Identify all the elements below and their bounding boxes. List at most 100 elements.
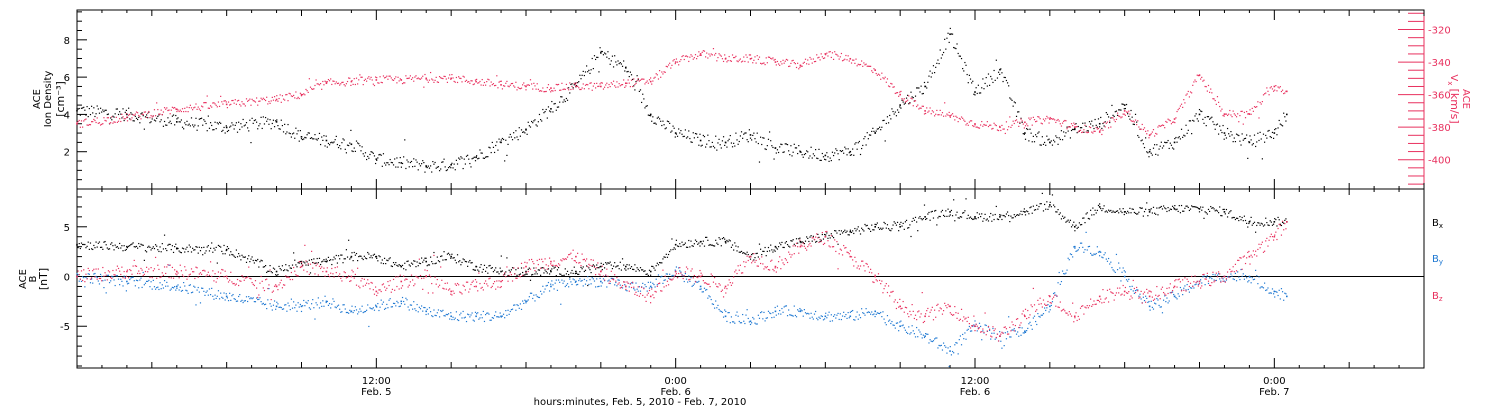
bx-sample	[227, 246, 228, 247]
by-sample	[1120, 280, 1121, 281]
by-sample	[745, 315, 746, 316]
bx-sample	[134, 246, 135, 247]
bx-sample	[437, 256, 438, 257]
ion-density-sample	[1243, 140, 1244, 141]
bx-sample	[357, 260, 358, 261]
ion-density-sample	[568, 87, 569, 88]
vx-sample	[189, 107, 190, 108]
ion-density-sample	[539, 114, 540, 115]
by-sample	[1090, 253, 1091, 254]
bx-sample	[978, 217, 979, 218]
by-sample	[889, 319, 890, 320]
ion-density-sample	[295, 128, 296, 129]
vx-sample	[967, 123, 968, 124]
by-sample	[1230, 273, 1231, 274]
bz-sample	[153, 270, 154, 271]
bx-sample	[360, 256, 361, 257]
by-sample	[244, 300, 245, 301]
bz-point	[625, 286, 627, 288]
by-sample	[1207, 275, 1208, 276]
vx-sample	[341, 82, 342, 83]
by-sample	[667, 273, 668, 274]
ion-density-sample	[404, 139, 405, 140]
vx-sample	[671, 65, 672, 66]
vx-sample	[833, 59, 834, 60]
ion-density-sample	[693, 132, 694, 133]
vx-sample	[1061, 125, 1062, 126]
bz-sample	[198, 277, 199, 278]
by-sample	[1063, 273, 1064, 274]
vx-sample	[753, 60, 754, 61]
ion-density-sample	[405, 168, 406, 169]
vx-sample	[440, 77, 441, 78]
bx-sample	[481, 264, 482, 265]
by-sample	[1062, 270, 1063, 271]
bx-sample	[254, 262, 255, 263]
vx-sample	[797, 63, 798, 64]
bx-point	[500, 271, 502, 273]
bx-sample	[777, 248, 778, 249]
vx-point	[1274, 86, 1276, 88]
bx-sample	[137, 248, 138, 249]
vx-sample	[265, 100, 266, 101]
ion-density-sample	[1165, 142, 1166, 143]
ion-density-sample	[1080, 127, 1081, 128]
vx-sample	[423, 87, 424, 88]
bx-sample	[585, 270, 586, 271]
ion-density-sample	[837, 153, 838, 154]
ion-density-sample	[1099, 126, 1100, 127]
by-sample	[1155, 303, 1156, 304]
bx-sample	[459, 260, 460, 261]
by-sample	[345, 308, 346, 309]
vx-sample	[924, 113, 925, 114]
vx-sample	[926, 107, 927, 108]
vx-sample	[931, 113, 932, 114]
by-sample	[320, 302, 321, 303]
vx-sample	[1015, 120, 1016, 121]
vx-sample	[349, 78, 350, 79]
ion-density-sample	[747, 139, 748, 140]
bz-sample	[176, 274, 177, 275]
ion-density-sample	[718, 139, 719, 140]
by-sample	[583, 285, 584, 286]
vx-sample	[1267, 91, 1268, 92]
ion-density-sample	[641, 102, 642, 103]
bz-sample	[181, 270, 182, 271]
x-tick-label-date: Feb. 7	[1259, 387, 1289, 398]
by-sample	[173, 287, 174, 288]
ion-density-sample	[1066, 127, 1067, 128]
by-sample	[153, 280, 154, 281]
bx-sample	[769, 250, 770, 251]
bx-sample	[579, 271, 580, 272]
vx-sample	[602, 82, 603, 83]
by-sample	[1219, 278, 1220, 279]
bz-sample	[144, 274, 145, 275]
vx-sample	[528, 84, 529, 85]
vx-sample	[115, 122, 116, 123]
by-sample	[287, 303, 288, 304]
bz-sample	[127, 269, 128, 270]
by-sample	[602, 282, 603, 283]
ion-density-sample	[1145, 137, 1146, 138]
bx-sample	[1167, 207, 1168, 208]
vx-sample	[789, 66, 790, 67]
vx-sample	[1258, 117, 1259, 118]
bx-point	[425, 261, 427, 263]
bz-sample	[182, 274, 183, 275]
bx-point	[1174, 208, 1176, 210]
vx-sample	[850, 58, 851, 59]
by-sample	[1173, 294, 1174, 295]
ion-density-sample	[247, 127, 248, 128]
vx-sample	[559, 90, 560, 91]
bx-sample	[83, 244, 84, 245]
by-sample	[945, 347, 946, 348]
by-sample	[198, 287, 199, 288]
vx-sample	[405, 75, 406, 76]
by-sample	[1143, 297, 1144, 298]
vx-sample	[1196, 81, 1197, 82]
by-sample	[491, 320, 492, 321]
ion-density-sample	[237, 132, 238, 133]
by-sample	[1038, 316, 1039, 317]
ion-density-sample	[883, 120, 884, 121]
by-sample	[937, 347, 938, 348]
